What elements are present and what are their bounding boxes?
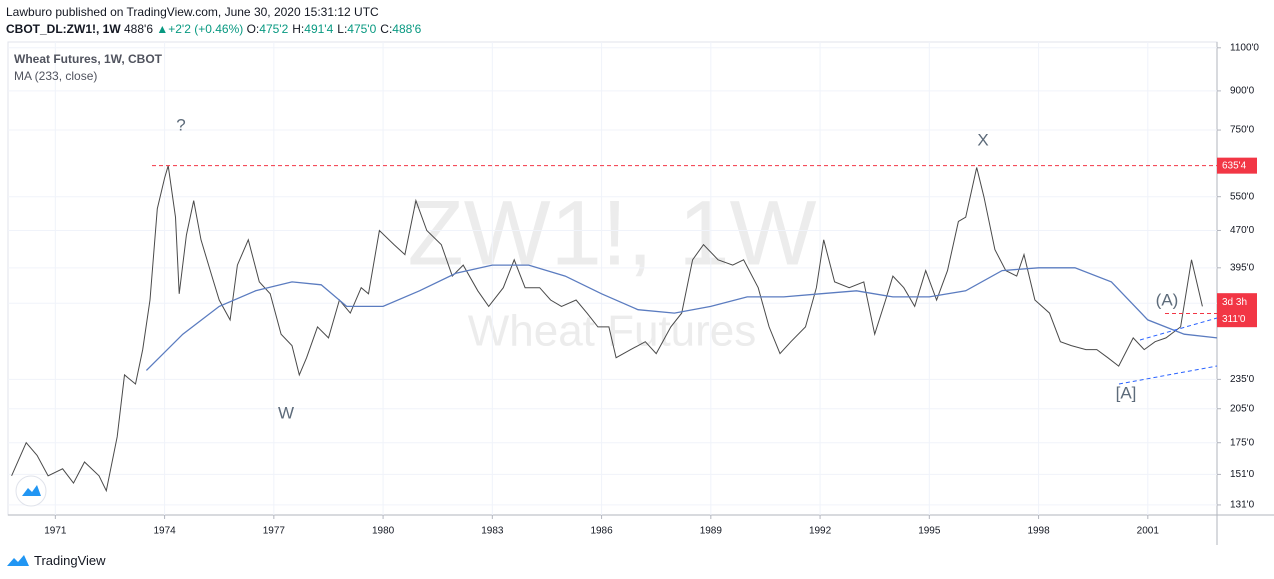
logo-icon	[22, 485, 41, 496]
y-tick-label: 900'0	[1230, 86, 1255, 97]
annotation: X	[977, 130, 988, 149]
y-tick-label: 175'0	[1230, 437, 1255, 448]
last: 488'6	[124, 22, 153, 36]
x-tick-label: 1983	[481, 526, 504, 537]
countdown: 3d 3h	[1222, 297, 1247, 308]
ohlc-label: C:	[380, 22, 393, 36]
y-tick-label: 550'0	[1230, 191, 1255, 202]
y-tick-label: 205'0	[1230, 403, 1255, 414]
y-tick-label: 750'0	[1230, 125, 1255, 136]
trend-line	[1139, 317, 1218, 341]
ohlc-value: 488'6	[392, 22, 422, 36]
y-tick-label: 395'0	[1230, 262, 1255, 273]
layers: ZW1!, 1W Wheat Futures 131'0 151'0 175'0 205'…	[8, 42, 1259, 537]
watermark-sub: Wheat Futures	[468, 307, 757, 356]
legend-entry: MA (233, close)	[14, 69, 97, 83]
x-tick-label: 1995	[918, 526, 941, 537]
series-line	[145, 264, 1218, 371]
watermark: ZW1!, 1W	[408, 182, 817, 284]
ohlc-label: H:	[292, 22, 305, 36]
symbol: CBOT_DL:ZW1!, 1W	[6, 22, 121, 36]
y-tick-label: 151'0	[1230, 469, 1255, 480]
x-tick-label: 1974	[153, 526, 176, 537]
x-tick-label: 1992	[809, 526, 832, 537]
price-label: 635'4	[1222, 160, 1247, 171]
change: +2'2 (+0.46%)	[168, 22, 244, 36]
annotation: ?	[176, 115, 185, 134]
ohlc-label: L:	[337, 22, 348, 36]
y-tick-label: 1100'0	[1230, 42, 1259, 53]
ohlc-label: O:	[246, 22, 260, 36]
ohlc-value: 475'2	[259, 22, 289, 36]
footer: TradingView	[34, 553, 106, 568]
legend-entry: Wheat Futures, 1W, CBOT	[14, 52, 163, 66]
x-tick-label: 1989	[700, 526, 723, 537]
quote: CBOT_DL:ZW1!, 1W 488'6 ▲+2'2 (+0.46%) O:…	[6, 21, 425, 38]
published: Lawburo published on TradingView.com, Ju…	[6, 5, 379, 19]
x-tick-label: 2001	[1137, 526, 1160, 537]
annotation: [A]	[1116, 383, 1137, 402]
current-label: 311'0	[1222, 314, 1246, 325]
x-tick-label: 1971	[44, 526, 67, 537]
y-tick-label: 470'0	[1230, 225, 1255, 236]
x-tick-label: 1998	[1027, 526, 1050, 537]
x-tick-label: 1986	[590, 526, 613, 537]
series-line	[11, 165, 1203, 493]
x-tick-label: 1977	[263, 526, 286, 537]
x-tick-label: 1980	[372, 526, 395, 537]
trend-line	[1118, 365, 1218, 385]
footer-logo-shape	[7, 555, 29, 566]
price-label-bg	[1217, 157, 1257, 174]
header: Lawburo published on TradingView.com, Ju…	[6, 4, 425, 38]
ohlc-value: 475'0	[347, 22, 377, 36]
arrow: ▲	[156, 22, 169, 36]
ohlc: O:475'2 H:491'4 L:475'0 C:488'6	[247, 22, 426, 36]
chart: ZW1!, 1W Wheat Futures 131'0 151'0 175'0 205'…	[7, 41, 1274, 545]
annotation: (A)	[1156, 290, 1179, 309]
y-tick-label: 131'0	[1230, 500, 1255, 511]
annotation: W	[278, 403, 294, 422]
footer-logo	[7, 555, 29, 566]
ohlc-value: 491'4	[304, 22, 334, 36]
y-tick-label: 235'0	[1230, 374, 1255, 385]
current-label-bg	[1217, 293, 1257, 328]
